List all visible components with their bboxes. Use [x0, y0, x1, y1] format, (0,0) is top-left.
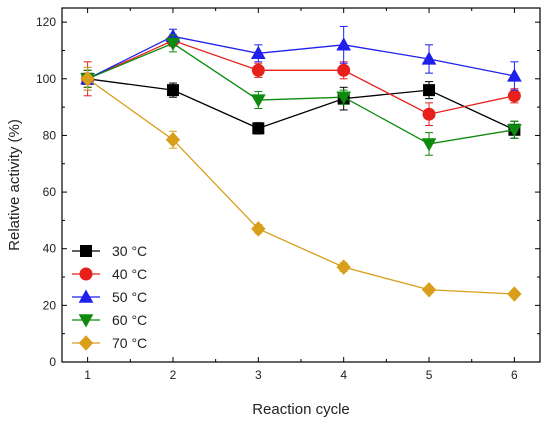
legend-label: 70 °C [112, 335, 147, 351]
legend-marker [78, 335, 94, 351]
legend-marker [80, 245, 92, 257]
plot-border [61, 7, 541, 363]
series-4 [80, 66, 522, 302]
data-point [507, 68, 522, 82]
series-line [87, 78, 515, 295]
y-tick-label: 80 [43, 128, 57, 142]
data-point [337, 63, 351, 77]
series-line [87, 39, 515, 115]
data-point [251, 221, 266, 237]
data-point [423, 84, 436, 97]
data-point [422, 107, 436, 121]
data-point [336, 91, 352, 105]
legend-label: 40 °C [112, 266, 147, 282]
series-line [87, 78, 515, 131]
data-point [336, 259, 351, 275]
x-tick-label: 2 [170, 368, 177, 382]
legend-marker [79, 267, 93, 281]
data-point [250, 94, 266, 108]
x-tick-label: 4 [340, 368, 347, 382]
series-3 [80, 34, 522, 156]
x-axis-title: Reaction cycle [252, 401, 350, 418]
series-line [87, 35, 515, 80]
series-2 [80, 25, 522, 91]
y-tick-label: 120 [36, 15, 56, 29]
legend-item: 60 °C [72, 312, 147, 328]
data-point [166, 84, 179, 97]
data-point [165, 37, 181, 51]
y-tick-label: 60 [43, 185, 57, 199]
legend-label: 60 °C [112, 312, 147, 328]
data-point [507, 89, 521, 103]
series-1 [81, 34, 521, 127]
x-tick-label: 1 [84, 368, 91, 382]
data-point [250, 45, 266, 60]
legend-item: 30 °C [72, 243, 147, 259]
x-tick-label: 5 [426, 368, 433, 382]
legend-marker [78, 314, 94, 328]
series-layer [80, 25, 522, 302]
y-tick-label: 40 [43, 242, 57, 256]
y-tick-label: 20 [43, 298, 57, 312]
data-point [507, 286, 522, 302]
plot-frame [61, 7, 541, 363]
x-tick-label: 6 [511, 368, 518, 382]
series-0 [81, 69, 521, 139]
series-line [87, 42, 515, 145]
data-point [80, 71, 95, 87]
legend-marker [78, 289, 94, 303]
data-point [165, 131, 181, 148]
legend-item: 70 °C [72, 335, 147, 351]
legend-item: 40 °C [72, 266, 147, 282]
data-point [252, 122, 265, 135]
data-point [421, 51, 437, 65]
data-point [336, 37, 352, 51]
data-point [507, 124, 522, 138]
legend-label: 50 °C [112, 289, 147, 305]
y-tick-label: 0 [49, 355, 56, 369]
x-tick-label: 3 [255, 368, 262, 382]
legend: 30 °C 40 °C 50 °C 60 °C 70 °C [72, 243, 147, 351]
legend-label: 30 °C [112, 243, 147, 259]
legend-item: 50 °C [72, 289, 147, 305]
data-point [251, 63, 265, 77]
y-axis-title: Relative activity (%) [6, 119, 23, 251]
y-tick-label: 100 [36, 72, 56, 86]
data-point [421, 282, 437, 298]
data-point [421, 138, 437, 152]
